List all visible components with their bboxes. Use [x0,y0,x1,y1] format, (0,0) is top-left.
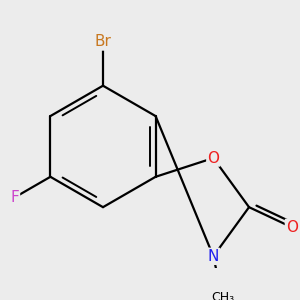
Text: CH₃: CH₃ [211,291,234,300]
Text: F: F [10,190,19,205]
Text: O: O [286,220,298,235]
Text: Br: Br [94,34,111,50]
Text: O: O [207,151,219,166]
Text: N: N [208,249,219,264]
